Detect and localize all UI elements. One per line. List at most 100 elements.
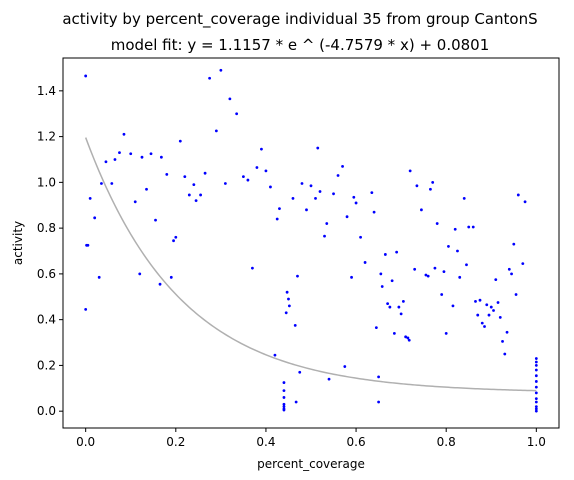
- data-point: [219, 68, 223, 72]
- data-point: [390, 279, 394, 283]
- data-point: [298, 370, 302, 374]
- data-point: [138, 272, 142, 276]
- data-point: [512, 242, 516, 246]
- data-point: [534, 368, 538, 372]
- data-point: [501, 339, 504, 343]
- data-point: [440, 293, 444, 296]
- data-point: [129, 152, 133, 156]
- chart-subtitle: model fit: y = 1.1157 * e ^ (-4.7579 * x…: [111, 36, 490, 54]
- data-point: [199, 193, 202, 197]
- data-point: [354, 201, 358, 205]
- data-point: [93, 216, 97, 220]
- y-tick-label: 1.4: [37, 84, 56, 98]
- data-point: [496, 301, 500, 304]
- data-point: [534, 391, 538, 395]
- data-point: [260, 147, 263, 151]
- x-tick-label: 0.8: [437, 435, 456, 449]
- data-point: [174, 235, 178, 239]
- data-point: [433, 266, 437, 270]
- data-point: [165, 172, 169, 176]
- data-point: [478, 298, 482, 302]
- data-point: [140, 155, 144, 159]
- data-point: [300, 182, 304, 185]
- data-point: [282, 389, 286, 392]
- data-point: [534, 364, 538, 367]
- data-point: [534, 397, 538, 400]
- data-point: [476, 313, 480, 317]
- data-point: [169, 275, 173, 279]
- data-point: [84, 74, 88, 78]
- data-point: [246, 178, 250, 182]
- data-point: [401, 299, 405, 303]
- data-point: [426, 274, 430, 278]
- data-point: [420, 208, 423, 212]
- y-axis-label: activity: [11, 221, 25, 265]
- data-point: [359, 235, 362, 239]
- fit-curve-layer: [84, 137, 537, 392]
- data-point: [178, 139, 182, 143]
- data-point: [492, 309, 495, 312]
- data-point: [534, 374, 538, 378]
- data-point: [350, 275, 353, 279]
- data-point: [287, 297, 290, 301]
- data-point: [534, 380, 538, 383]
- data-point: [503, 352, 507, 356]
- data-point: [343, 365, 347, 368]
- data-point: [444, 331, 448, 335]
- data-point: [309, 184, 313, 188]
- data-point: [278, 207, 281, 211]
- data-point: [397, 305, 401, 309]
- data-point: [293, 323, 297, 327]
- data-point: [467, 225, 471, 229]
- data-point: [465, 263, 468, 267]
- data-point: [429, 187, 432, 191]
- data-point: [374, 326, 378, 330]
- data-point: [453, 227, 457, 231]
- data-point: [282, 381, 286, 384]
- data-point: [255, 166, 259, 169]
- data-point: [97, 275, 101, 279]
- data-point: [145, 187, 148, 191]
- x-axis-ticks: 0.0 0.2 0.4 0.6 0.8 1.0: [76, 428, 546, 449]
- data-point: [424, 273, 428, 277]
- data-point: [242, 175, 245, 179]
- x-tick-label: 1.0: [527, 435, 546, 449]
- data-point: [133, 200, 137, 204]
- data-point: [372, 210, 376, 214]
- data-point: [235, 112, 239, 116]
- data-point: [275, 217, 279, 221]
- data-point: [534, 400, 538, 404]
- data-point: [251, 266, 254, 270]
- data-point: [228, 97, 232, 101]
- data-point: [480, 321, 484, 325]
- y-tick-label: 0.4: [37, 313, 56, 327]
- data-point: [214, 129, 218, 133]
- data-point: [341, 164, 344, 168]
- data-point: [498, 315, 502, 319]
- data-point: [269, 185, 272, 189]
- data-point: [122, 132, 126, 136]
- data-point: [521, 262, 525, 265]
- fit-curve: [84, 137, 537, 392]
- data-point: [383, 253, 387, 256]
- data-point: [284, 311, 288, 315]
- data-point: [474, 299, 477, 303]
- data-point: [458, 275, 462, 279]
- data-point: [483, 325, 486, 328]
- data-point: [408, 169, 412, 173]
- data-point: [399, 312, 403, 316]
- data-point: [534, 409, 538, 413]
- y-tick-label: 0.2: [37, 358, 56, 372]
- data-point: [379, 272, 383, 276]
- data-point: [377, 400, 380, 404]
- data-point: [336, 174, 340, 177]
- data-point: [442, 270, 446, 273]
- y-tick-label: 0.6: [37, 267, 56, 281]
- data-point: [282, 402, 286, 406]
- data-point: [223, 182, 227, 185]
- data-point: [489, 305, 493, 309]
- data-point: [285, 290, 289, 294]
- data-points: [84, 68, 538, 413]
- data-point: [305, 208, 308, 212]
